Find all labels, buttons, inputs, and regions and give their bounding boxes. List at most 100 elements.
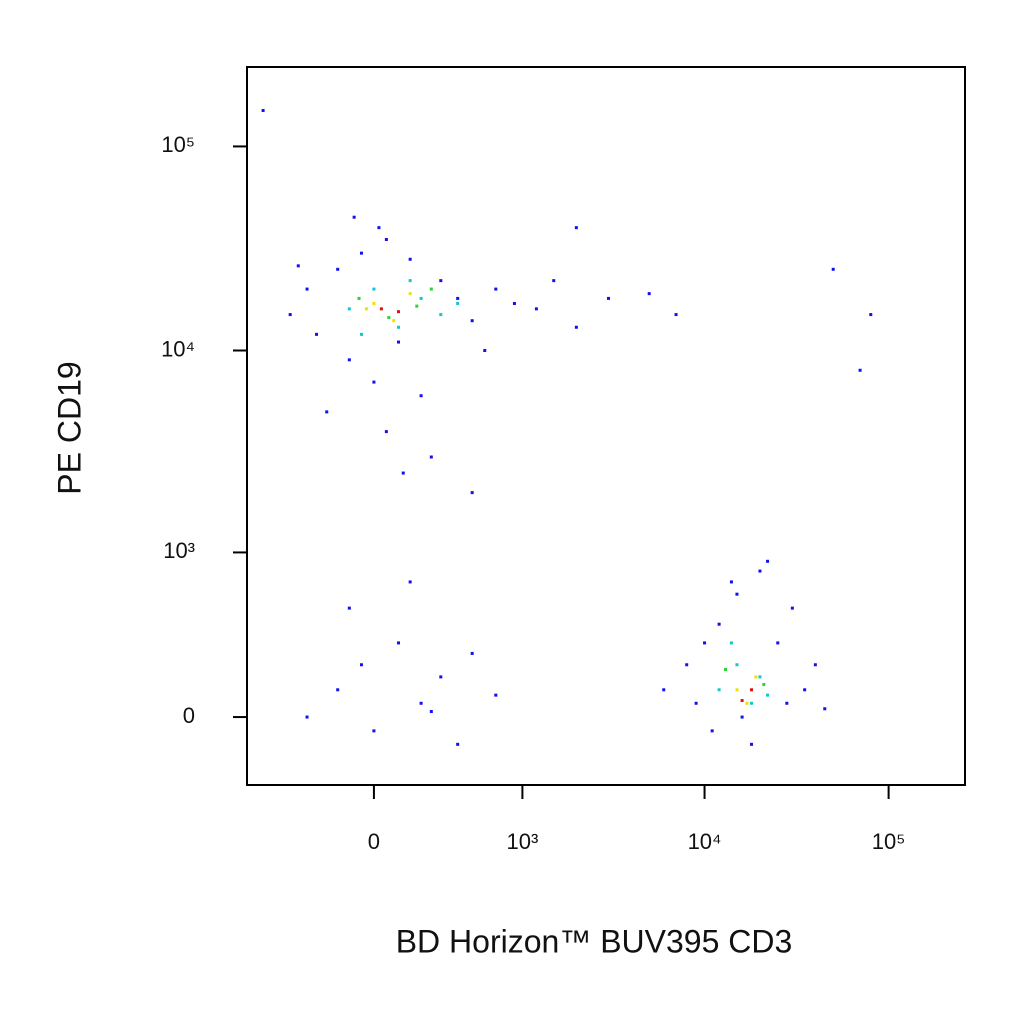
data-point	[534, 307, 538, 311]
data-point	[439, 279, 443, 283]
data-point	[296, 264, 300, 268]
data-point	[408, 292, 412, 296]
data-point	[674, 313, 678, 317]
data-point	[261, 108, 265, 112]
data-point	[717, 622, 721, 626]
y-tick-label: 10⁴	[161, 336, 195, 361]
data-point	[456, 296, 460, 300]
data-point	[750, 688, 754, 692]
data-point	[384, 237, 388, 241]
data-point	[419, 394, 423, 398]
data-point	[470, 319, 474, 323]
data-point	[470, 491, 474, 495]
data-point	[735, 592, 739, 596]
data-point	[869, 313, 873, 317]
data-point	[397, 340, 401, 344]
data-point	[823, 707, 827, 711]
data-point	[429, 710, 433, 714]
data-point	[397, 641, 401, 645]
x-tick-label: 10⁵	[872, 829, 906, 854]
data-point	[372, 301, 376, 305]
data-point	[397, 310, 401, 314]
data-point	[305, 287, 309, 291]
data-point	[512, 301, 516, 305]
data-point	[415, 304, 419, 308]
y-tick-label: 0	[183, 703, 195, 728]
data-point	[315, 332, 319, 336]
data-point	[766, 559, 770, 563]
data-point	[392, 319, 396, 323]
data-point	[347, 606, 351, 610]
data-point	[790, 606, 794, 610]
data-point	[439, 675, 443, 679]
data-point	[372, 729, 376, 733]
data-point	[456, 301, 460, 305]
data-point	[750, 742, 754, 746]
data-point	[384, 430, 388, 434]
data-point	[647, 292, 651, 296]
data-point	[694, 701, 698, 705]
data-point	[494, 693, 498, 697]
x-tick-label: 0	[368, 829, 380, 854]
x-axis-title: BD Horizon™ BUV395 CD3	[396, 923, 793, 959]
data-point	[456, 742, 460, 746]
data-point	[429, 455, 433, 459]
data-point	[762, 683, 766, 687]
y-tick-label: 10³	[163, 538, 195, 563]
data-point	[831, 267, 835, 271]
data-point	[785, 701, 789, 705]
data-point	[419, 296, 423, 300]
data-point	[288, 313, 292, 317]
data-point	[379, 307, 383, 311]
data-point	[729, 580, 733, 584]
data-point	[439, 313, 443, 317]
x-tick-label: 10³	[507, 829, 539, 854]
data-point	[662, 688, 666, 692]
data-point	[740, 699, 744, 703]
data-point	[357, 296, 361, 300]
data-point	[336, 688, 340, 692]
data-point	[803, 688, 807, 692]
data-point	[419, 701, 423, 705]
data-point	[735, 688, 739, 692]
data-point	[377, 226, 381, 230]
data-point	[429, 287, 433, 291]
data-point	[408, 279, 412, 283]
data-point	[552, 279, 556, 283]
data-point	[729, 641, 733, 645]
data-point	[710, 729, 714, 733]
data-point	[766, 693, 770, 697]
data-point	[758, 569, 762, 573]
data-point	[574, 226, 578, 230]
data-point	[776, 641, 780, 645]
y-tick-label: 10⁵	[161, 132, 195, 157]
y-axis-title: PE CD19	[51, 361, 87, 494]
data-point	[758, 675, 762, 679]
data-point	[347, 358, 351, 362]
data-point	[745, 701, 749, 705]
data-point	[813, 663, 817, 667]
data-point	[740, 715, 744, 719]
data-point	[408, 580, 412, 584]
data-point	[325, 410, 329, 414]
data-point	[735, 663, 739, 667]
data-point	[574, 325, 578, 329]
data-point	[359, 332, 363, 336]
data-point	[387, 316, 391, 320]
data-point	[754, 675, 758, 679]
data-point	[359, 251, 363, 255]
data-point	[305, 715, 309, 719]
data-point	[359, 663, 363, 667]
data-point	[858, 368, 862, 372]
data-point	[352, 215, 356, 219]
data-point	[408, 257, 412, 261]
data-point	[347, 307, 351, 311]
data-point	[336, 267, 340, 271]
data-point	[401, 471, 405, 475]
data-point	[750, 701, 754, 705]
data-point	[717, 688, 721, 692]
data-point	[703, 641, 707, 645]
data-point	[724, 668, 728, 672]
data-point	[364, 307, 368, 311]
